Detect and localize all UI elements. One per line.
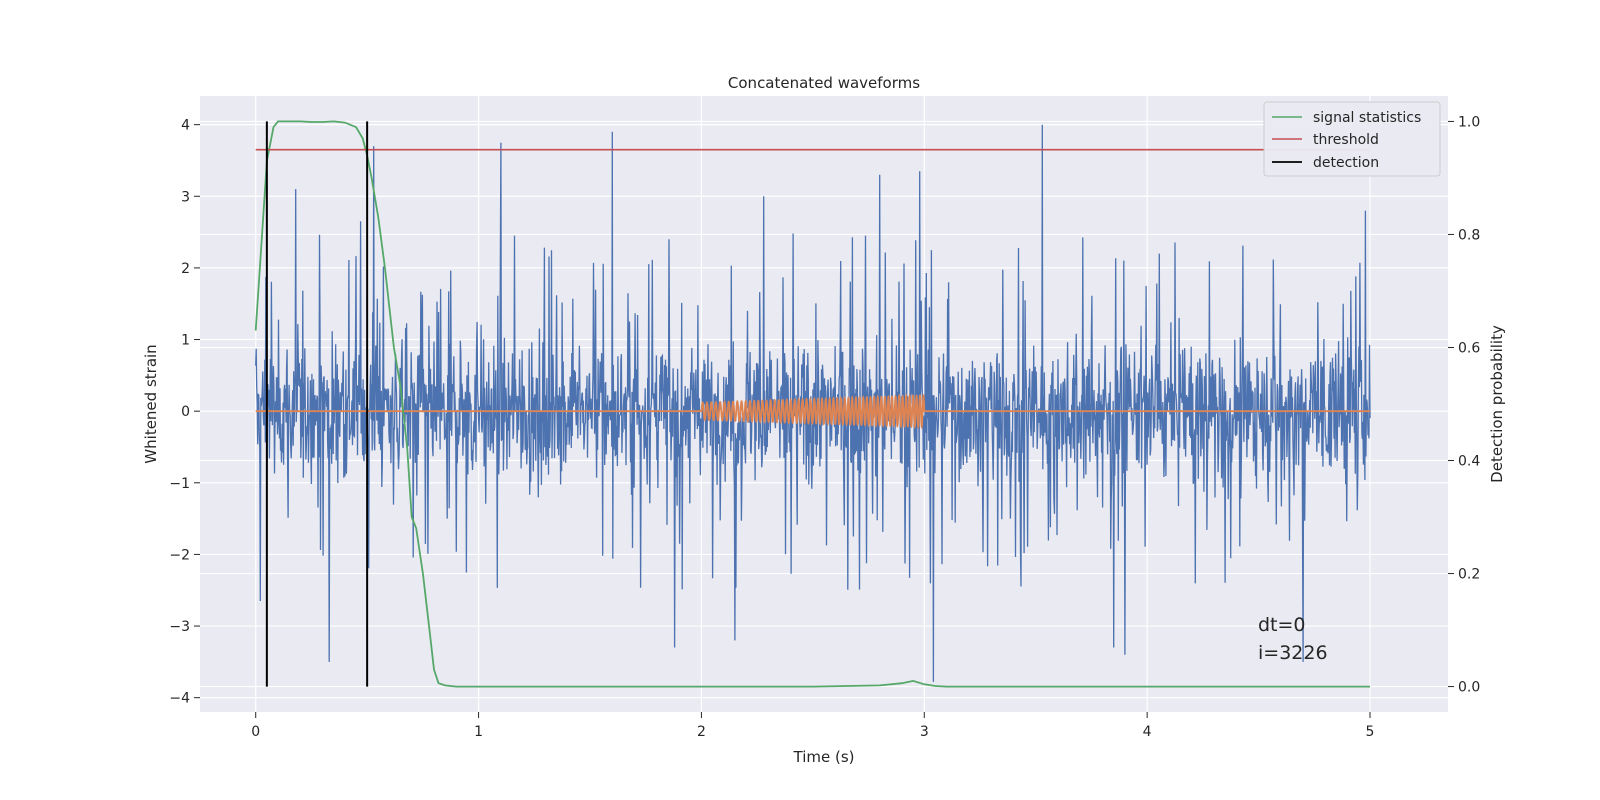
x-tick-label: 1: [474, 724, 483, 740]
legend-box: [1263, 101, 1441, 177]
y-tick-label: 2: [181, 261, 190, 277]
signal-statistics-line: [254, 120, 1370, 688]
y-axis-label: Whitened strain: [142, 344, 160, 463]
annotation-index: i=3226: [1258, 642, 1328, 664]
y-tick-label: −2: [169, 547, 190, 563]
y-right-tick-label: 0.4: [1458, 454, 1480, 470]
legend-label-detection: detection: [1313, 155, 1379, 171]
y-axis-right-label: Detection probability: [1488, 325, 1506, 483]
y-tick-label: −3: [169, 619, 190, 635]
y-right-tick-label: 0.0: [1458, 680, 1480, 696]
x-tick-label: 4: [1143, 724, 1152, 740]
annotation-dt: dt=0: [1258, 614, 1306, 636]
x-tick-label: 3: [920, 724, 929, 740]
y-right-tick-label: 1.0: [1458, 114, 1480, 130]
y-tick-label: 0: [181, 404, 190, 420]
noise-trace: [255, 124, 1371, 682]
y-tick-label: −4: [169, 691, 190, 707]
y-tick-label: 4: [181, 118, 190, 134]
y-tick-label: −1: [169, 476, 190, 492]
chart-title: Concatenated waveforms: [728, 74, 920, 92]
x-tick-label: 2: [697, 724, 706, 740]
y-tick-label: 3: [181, 189, 190, 205]
x-tick-label: 0: [251, 724, 260, 740]
injected-waveform-trace: [255, 393, 1370, 430]
legend: signal statistics threshold detection: [1263, 101, 1441, 177]
y-tick-label: 1: [181, 333, 190, 349]
x-axis-label: Time (s): [793, 748, 855, 766]
y-right-tick-label: 0.2: [1458, 567, 1480, 583]
x-tick-label: 5: [1366, 724, 1375, 740]
legend-label-threshold: threshold: [1313, 132, 1379, 148]
legend-label-signal-statistics: signal statistics: [1313, 110, 1421, 126]
series-layer: [254, 120, 1371, 688]
y-right-tick-label: 0.8: [1458, 227, 1480, 243]
y-right-tick-label: 0.6: [1458, 340, 1480, 356]
axes-layer: 0 1 2 3 4 5 4 3 2 1 0 −1 −2 −3 −4 1.0 0.8 0.6 0.4 0.2 0.0: [169, 114, 1480, 740]
